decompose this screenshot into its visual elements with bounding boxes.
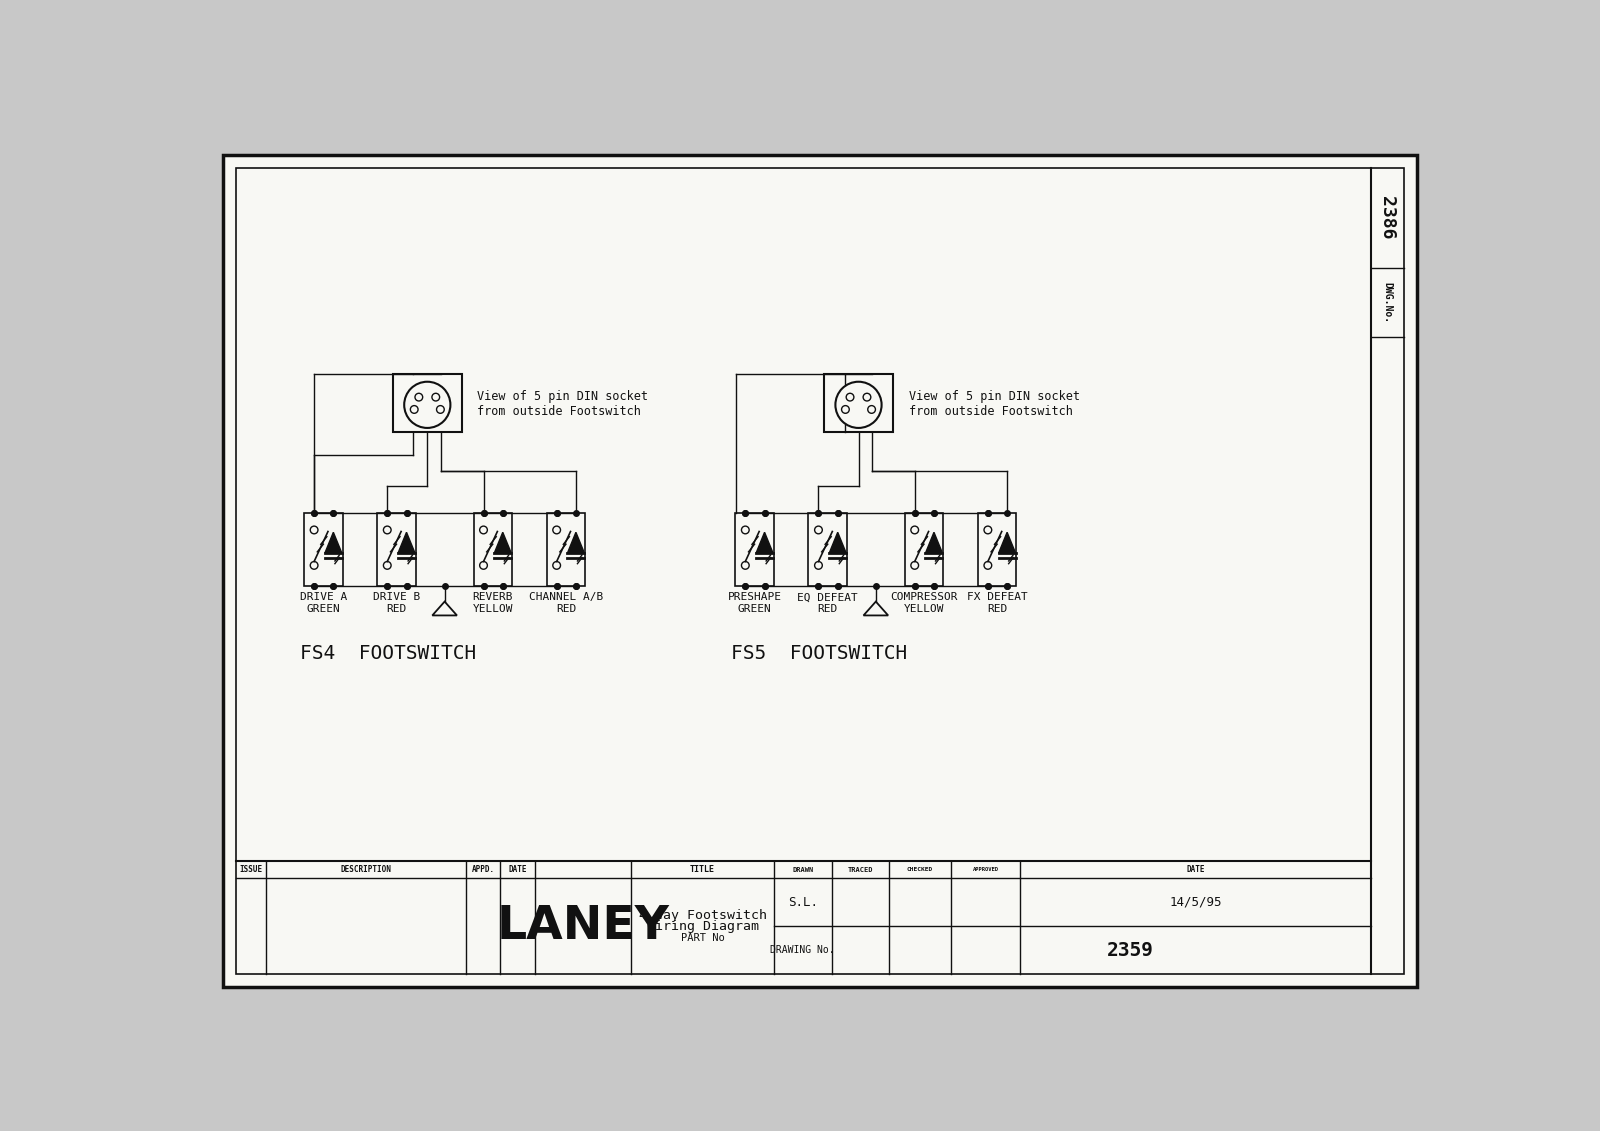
Text: Wiring Diagram: Wiring Diagram [646, 920, 758, 933]
Text: CHECKED: CHECKED [907, 867, 933, 872]
Text: REVERB
YELLOW: REVERB YELLOW [472, 593, 514, 614]
Polygon shape [925, 533, 942, 553]
Circle shape [867, 406, 875, 413]
Text: View of 5 pin DIN socket
from outside Footswitch: View of 5 pin DIN socket from outside Fo… [477, 390, 648, 417]
Bar [808, 513, 846, 586]
Circle shape [480, 561, 488, 569]
Circle shape [310, 561, 318, 569]
Circle shape [432, 394, 440, 402]
Text: 4 way Footswitch: 4 way Footswitch [638, 909, 766, 922]
Polygon shape [398, 533, 414, 553]
Polygon shape [325, 533, 342, 553]
Bar [547, 513, 586, 586]
Circle shape [835, 382, 882, 428]
Text: APPD.: APPD. [472, 865, 494, 874]
Text: TRACED: TRACED [848, 866, 874, 872]
Text: EQ DEFEAT
RED: EQ DEFEAT RED [797, 593, 858, 614]
Text: DESCRIPTION: DESCRIPTION [341, 865, 390, 874]
Circle shape [910, 561, 918, 569]
Circle shape [984, 561, 992, 569]
Text: 2359: 2359 [1107, 941, 1154, 960]
Text: TITLE: TITLE [690, 865, 715, 874]
Text: LANEY: LANEY [496, 904, 670, 949]
Circle shape [410, 406, 418, 413]
Circle shape [384, 526, 390, 534]
Polygon shape [829, 533, 846, 553]
Text: View of 5 pin DIN socket
from outside Footswitch: View of 5 pin DIN socket from outside Fo… [909, 390, 1080, 417]
Circle shape [437, 406, 445, 413]
Text: DRIVE A
GREEN: DRIVE A GREEN [299, 593, 347, 614]
Text: COMPRESSOR
YELLOW: COMPRESSOR YELLOW [890, 593, 958, 614]
Text: DRIVE B
RED: DRIVE B RED [373, 593, 421, 614]
Text: 14/5/95: 14/5/95 [1170, 896, 1222, 908]
Text: PART No: PART No [680, 933, 725, 942]
Circle shape [414, 394, 422, 402]
Text: DATE: DATE [509, 865, 526, 874]
Bar [304, 513, 342, 586]
Text: DWG.No.: DWG.No. [1382, 283, 1392, 323]
Circle shape [984, 526, 992, 534]
Text: APPROVED: APPROVED [973, 867, 998, 872]
Circle shape [554, 561, 560, 569]
Text: FS4  FOOTSWITCH: FS4 FOOTSWITCH [301, 644, 477, 663]
Circle shape [554, 526, 560, 534]
Circle shape [862, 394, 870, 402]
Circle shape [741, 526, 749, 534]
Text: 2386: 2386 [1379, 197, 1397, 240]
Text: PRESHAPE
GREEN: PRESHAPE GREEN [728, 593, 781, 614]
Text: FS5  FOOTSWITCH: FS5 FOOTSWITCH [731, 644, 907, 663]
Circle shape [842, 406, 850, 413]
Text: CHANNEL A/B
RED: CHANNEL A/B RED [528, 593, 603, 614]
Bar [736, 513, 774, 586]
Text: S.L.: S.L. [787, 896, 818, 908]
Circle shape [384, 561, 390, 569]
Circle shape [814, 561, 822, 569]
Polygon shape [432, 602, 458, 615]
Polygon shape [864, 602, 888, 615]
Bar [378, 513, 416, 586]
Text: ISSUE: ISSUE [240, 865, 262, 874]
Circle shape [814, 526, 822, 534]
Text: DATE: DATE [1187, 865, 1205, 874]
Bar [824, 374, 893, 432]
Polygon shape [998, 533, 1016, 553]
Circle shape [741, 561, 749, 569]
Circle shape [910, 526, 918, 534]
Circle shape [310, 526, 318, 534]
Bar [392, 374, 462, 432]
Polygon shape [757, 533, 773, 553]
Bar [904, 513, 944, 586]
Text: DRAWN: DRAWN [792, 866, 813, 872]
Bar [474, 513, 512, 586]
Bar [978, 513, 1016, 586]
Polygon shape [568, 533, 584, 553]
Polygon shape [494, 533, 512, 553]
Text: DRAWING No.: DRAWING No. [770, 946, 835, 956]
Circle shape [846, 394, 854, 402]
Circle shape [480, 526, 488, 534]
Circle shape [405, 382, 451, 428]
Text: FX DEFEAT
RED: FX DEFEAT RED [966, 593, 1027, 614]
